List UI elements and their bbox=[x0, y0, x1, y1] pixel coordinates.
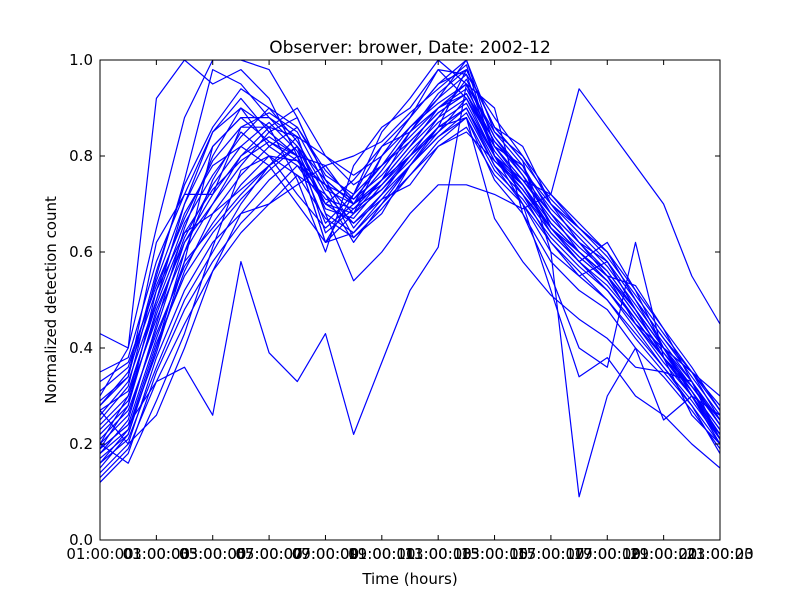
x-tick-label-overlap: 13:00:15 bbox=[461, 545, 528, 563]
series-line-20 bbox=[100, 116, 720, 440]
series-line-30 bbox=[100, 116, 720, 464]
chart-title: Observer: brower, Date: 2002-12 bbox=[269, 38, 551, 58]
series-line-18 bbox=[100, 68, 720, 411]
x-tick-label-overlap: 17:00:19 bbox=[574, 545, 641, 563]
x-tick-label-overlap: 05:00:07 bbox=[235, 545, 302, 563]
x-tick-label-overlap: 21:00:23 bbox=[686, 545, 753, 563]
x-tick-label: 17:00:00 bbox=[517, 545, 584, 563]
x-tick-label: 15:00:00 bbox=[461, 545, 528, 563]
y-tick-label: 0.6 bbox=[69, 243, 93, 261]
x-tick-label-overlap: 09:00:11 bbox=[348, 545, 415, 563]
x-tick-label-overlap: 01:00:03 bbox=[123, 545, 190, 563]
x-tick-label: 01:00:00 bbox=[66, 545, 133, 563]
y-axis-label: Normalized detection count bbox=[42, 196, 60, 404]
x-tick-label: 05:00:00 bbox=[179, 545, 246, 563]
series-line-29 bbox=[100, 88, 720, 407]
x-tick-label: 19:00:00 bbox=[574, 545, 641, 563]
y-tick-label: 1.0 bbox=[69, 51, 93, 69]
series-layer bbox=[100, 60, 720, 498]
x-tick-label-overlap: 15:00:17 bbox=[517, 545, 584, 563]
x-tick-label: 13:00:00 bbox=[404, 545, 471, 563]
x-axis: 01:00:0003:00:0001:00:0305:00:0003:00:05… bbox=[66, 60, 754, 563]
x-tick-label-overlap: 07:00:09 bbox=[292, 545, 359, 563]
x-axis-label: Time (hours) bbox=[361, 570, 457, 588]
series-line-4 bbox=[100, 60, 720, 445]
series-line-27 bbox=[100, 68, 720, 498]
y-tick-label: 0.4 bbox=[69, 339, 93, 357]
x-tick-label: 23:00:00 bbox=[686, 545, 753, 563]
y-axis: 0.0 0.2 0.4 0.6 0.8 1.0 bbox=[69, 51, 720, 549]
series-line-11 bbox=[100, 92, 720, 474]
series-line-24 bbox=[100, 107, 720, 455]
series-line-31 bbox=[100, 116, 720, 450]
x-tick-label: 11:00:00 bbox=[348, 545, 415, 563]
series-line-28 bbox=[100, 83, 720, 450]
y-tick-label: 0.2 bbox=[69, 435, 93, 453]
x-tick-label-overlap: 03:00:05 bbox=[179, 545, 246, 563]
series-line-21 bbox=[100, 102, 720, 431]
x-tick-label: 21:00:00 bbox=[630, 545, 697, 563]
x-tick-label: 03:00:00 bbox=[123, 545, 190, 563]
x-tick-label-overlap: 11:00:13 bbox=[404, 545, 471, 563]
y-tick-label: 0.8 bbox=[69, 147, 93, 165]
series-line-26 bbox=[100, 64, 720, 469]
x-tick-label: 07:00:00 bbox=[235, 545, 302, 563]
x-tick-label: 09:00:00 bbox=[292, 545, 359, 563]
series-line-13 bbox=[100, 88, 720, 416]
plot-frame bbox=[99, 59, 721, 541]
y-tick-label: 0.0 bbox=[69, 531, 93, 549]
x-tick-label-overlap: 19:00:21 bbox=[630, 545, 697, 563]
